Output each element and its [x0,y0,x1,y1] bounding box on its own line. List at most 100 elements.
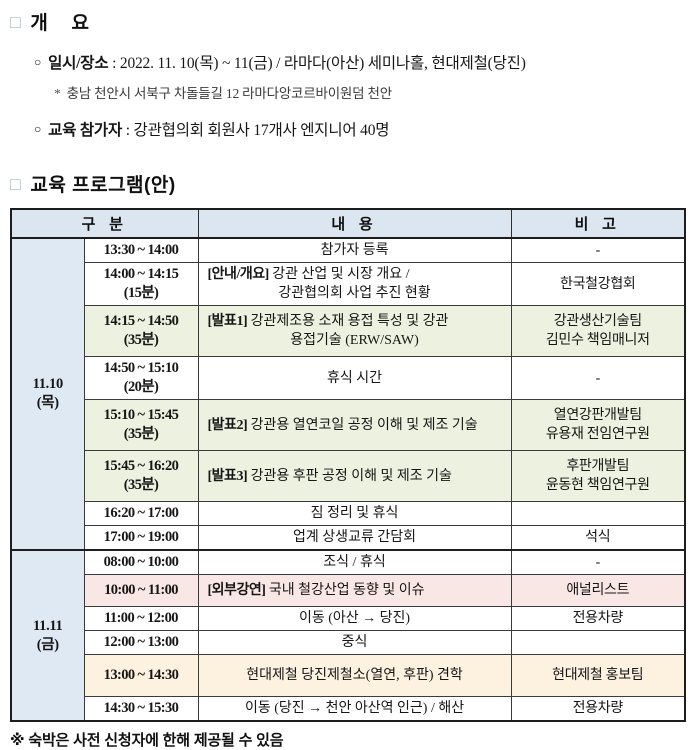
time-range: 12:00 ~ 13:00 [103,634,179,650]
program-table: 구 분 내 용 비 고 11.10 (목) 13:30 ~ 14:00 참가자 등록 -… [10,208,687,722]
time-range: 08:00 ~ 10:00 [103,554,179,570]
table-row: 14:15 ~ 14:50 (35분) [발표1] 강관제조용 소재 용접 특성 및… [11,305,686,357]
session-title: 국내 철강산업 동향 및 이슈 [268,583,425,598]
session-title-line: 휴식 시간 [327,370,383,386]
remarks-cell [510,630,686,655]
session-tag: [안내/개요] [207,267,270,282]
session-tag: [발표1] [207,314,248,329]
day-group-cell: 11.10 (목) [10,237,85,551]
remarks-cell: 열연강판개발팀 유용재 전임연구원 [510,399,686,451]
remarks-cell: 한국철강협회 [510,262,686,306]
content-cell: 현대제철 당진제철소(열연, 후판) 견학 [197,654,512,697]
remarks-line: 석식 [585,530,611,545]
remarks-line: 윤동현 책임연구원 [545,478,650,493]
session-title-line: 용접기술 (ERW/SAW) [290,333,419,348]
square-bullet-icon: □ [10,11,22,32]
column-header-remarks: 비 고 [510,208,686,239]
square-bullet-icon: □ [10,173,22,194]
address-note: * 충남 천안시 서북구 차돌들길 12 라마다앙코르바이원덤 천안 [54,82,683,102]
remarks-line: 한국철강협회 [560,276,636,292]
time-cell: 15:10 ~ 15:45 (35분) [83,399,199,451]
time-range: 15:10 ~ 15:45 [103,407,179,423]
time-range: 10:00 ~ 11:00 [104,582,178,598]
remarks-line: 전용차량 [572,701,624,716]
content-cell: [외부강연] 국내 철강산업 동향 및 이슈 [197,574,512,607]
time-cell: 15:45 ~ 16:20 (35분) [83,450,199,502]
time-range: 14:00 ~ 14:15 [103,266,179,282]
time-cell: 14:30 ~ 15:30 [83,696,199,722]
duration-label: (15분) [123,285,159,301]
time-cell: 14:00 ~ 14:15 (15분) [83,262,199,306]
session-title-line: 이동 (당진 → 천안 아산역 인근) / 해산 [244,701,465,716]
time-cell: 12:00 ~ 13:00 [83,630,199,655]
table-row: 12:00 ~ 13:00 중식 [11,630,686,655]
content-cell: 휴식 시간 [197,356,512,400]
session-title: 강관용 후판 공정 이해 및 제조 기술 [250,468,452,484]
time-range: 17:00 ~ 19:00 [103,529,179,545]
time-range: 11:00 ~ 12:00 [104,610,178,626]
time-range: 14:15 ~ 14:50 [103,313,179,329]
table-row: 13:00 ~ 14:30 현대제철 당진제철소(열연, 후판) 견학 현대제철 홍… [11,654,686,697]
remarks-line: 후판개발팀 [566,459,630,474]
session-title-line: 강관협의회 사업 추진 현황 [278,286,431,301]
participants-label: 교육 참가자 [48,122,123,139]
time-range: 13:00 ~ 14:30 [103,667,179,683]
content-cell: 이동 (당진 → 천안 아산역 인근) / 해산 [197,696,512,722]
content-cell: [발표2] 강관용 열연코일 공정 이해 및 제조 기술 [197,399,512,451]
session-title-line: 조식 / 휴식 [323,555,386,570]
circle-bullet-icon: ○ [34,55,42,69]
table-row: 16:20 ~ 17:00 짐 정리 및 휴식 [11,501,686,526]
remarks-cell: 전용차량 [510,606,686,631]
time-range: 14:30 ~ 15:30 [103,700,179,716]
session-title: 강관제조용 소재 용접 특성 및 강관 [250,314,449,329]
day-group-cell: 11.11 (금) [10,549,85,722]
program-table-body: 11.10 (목) 13:30 ~ 14:00 참가자 등록 - 14:00 ~ 14:1… [10,237,686,722]
session-title: 강관 산업 및 시장 개요 / [272,267,410,282]
session-title-line: [발표2] 강관용 열연코일 공정 이해 및 제조 기술 [203,416,507,435]
time-cell: 13:30 ~ 14:00 [83,237,199,263]
time-cell: 14:50 ~ 15:10 (20분) [83,356,199,400]
participants-line: ○ 교육 참가자 : 강관협의회 회원사 17개사 엔지니어 40명 [34,118,683,140]
table-row: 14:00 ~ 14:15 (15분) [안내/개요] 강관 산업 및 시장 개요 … [11,262,686,306]
datetime-location-line: ○ 일시/장소 : 2022. 11. 10(목) ~ 11(금) / 라마다(아… [34,51,683,73]
time-range: 13:30 ~ 14:00 [103,242,179,258]
column-header-category: 구 분 [10,208,199,239]
session-title-line: [발표3] 강관용 후판 공정 이해 및 제조 기술 [203,467,507,486]
overview-heading: □ 개 요 [10,8,683,35]
remarks-cell: 현대제철 홍보팀 [510,654,686,697]
content-cell: [발표3] 강관용 후판 공정 이해 및 제조 기술 [197,450,512,502]
session-tag: [발표3] [207,468,248,484]
remarks-line: 김민수 책임매니저 [545,333,650,348]
datetime-location-value: 2022. 11. 10(목) ~ 11(금) / 라마다(아산) 세미나홀, … [119,55,526,72]
table-row: 11.10 (목) 13:30 ~ 14:00 참가자 등록 - [10,237,686,551]
separator: : [122,122,134,139]
circle-bullet-icon: ○ [34,122,42,136]
overview-title: 개 요 [30,13,90,34]
remarks-line: 강관생산기술팀 [553,314,642,329]
table-row: 15:10 ~ 15:45 (35분) [발표2] 강관용 열연코일 공정 이해 및… [11,399,686,451]
content-cell: 참가자 등록 [197,237,512,263]
content-cell: 업계 상생교류 간담회 [197,525,512,551]
remarks-line: 현대제철 홍보팀 [552,668,644,683]
session-tag: [발표2] [207,417,248,433]
datetime-location-label: 일시/장소 [48,55,109,72]
remarks-line: 애널리스트 [566,583,630,598]
session-title-line: 업계 상생교류 간담회 [293,530,416,545]
session-title: 강관용 열연코일 공정 이해 및 제조 기술 [250,417,478,433]
time-cell: 17:00 ~ 19:00 [83,525,199,551]
asterisk-marker: * [54,86,61,101]
content-cell: 조식 / 휴식 [197,549,512,575]
day-group-label: 11.10 [32,376,64,392]
time-cell: 16:20 ~ 17:00 [83,501,199,526]
day-group-label: (금) [36,636,59,653]
table-row: 11:00 ~ 12:00 이동 (아산 → 당진) 전용차량 [11,606,686,631]
remarks-cell: 전용차량 [510,696,686,722]
time-range: 16:20 ~ 17:00 [103,505,179,521]
session-title-line: 현대제철 당진제철소(열연, 후판) 견학 [246,668,463,683]
duration-label: (35분) [123,426,159,442]
time-range: 14:50 ~ 15:10 [103,360,179,376]
time-cell: 14:15 ~ 14:50 (35분) [83,305,199,357]
remarks-cell: - [510,549,686,575]
